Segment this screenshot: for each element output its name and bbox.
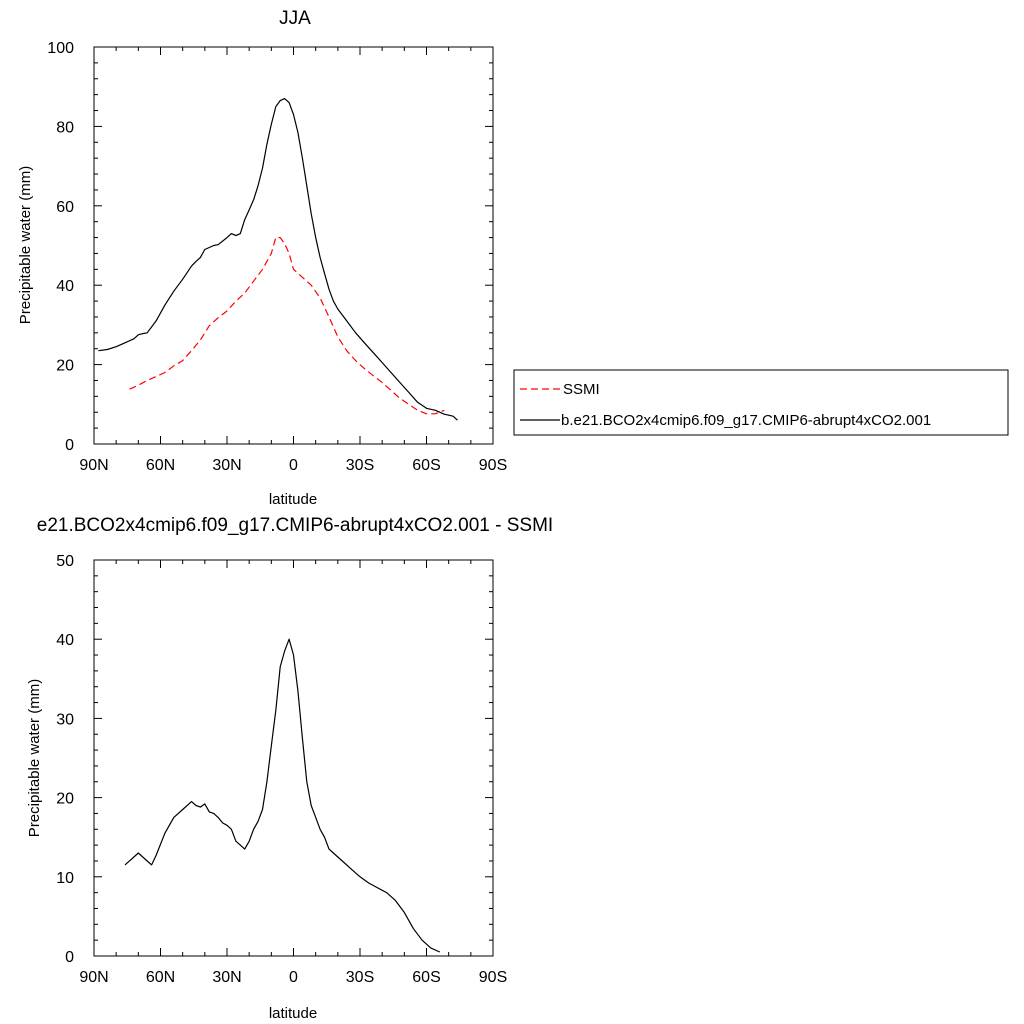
bottom-x-tick-label: 30S xyxy=(346,969,374,986)
top-y-axis-label: Precipitable water (mm) xyxy=(17,166,34,324)
top-x-tick-label: 90N xyxy=(79,457,108,474)
bottom-axes: 90N 60N 30N 0 30S 60S 90S 0 10 20 30 40 50 xyxy=(56,553,507,986)
bottom-y-tick-label: 0 xyxy=(65,949,74,966)
bottom-chart: e21.BCO2x4cmip6.f09_g17.CMIP6-abrupt4xCO… xyxy=(26,515,553,1022)
top-chart-title: JJA xyxy=(279,8,311,29)
bottom-y-tick-label: 20 xyxy=(56,791,74,808)
top-y-tick-label: 40 xyxy=(56,278,74,295)
top-x-tick-label: 30N xyxy=(212,457,241,474)
bottom-plot-frame xyxy=(93,559,494,957)
top-x-tick-label: 60S xyxy=(412,457,440,474)
top-plot-frame xyxy=(93,46,494,445)
bottom-x-tick-label: 90S xyxy=(479,969,507,986)
legend-label-model: b.e21.BCO2x4cmip6.f09_g17.CMIP6-abrupt4x… xyxy=(561,412,931,429)
top-x-tick-label: 30S xyxy=(346,457,374,474)
bottom-y-tick-label: 40 xyxy=(56,632,74,649)
top-series-model-line xyxy=(98,97,458,421)
top-y-tick-label: 100 xyxy=(47,40,74,57)
legend: SSMI b.e21.BCO2x4cmip6.f09_g17.CMIP6-abr… xyxy=(513,369,1009,436)
bottom-x-tick-label: 60S xyxy=(412,969,440,986)
top-chart: JJA 90N 60N 30N 0 30S 60S 90S 0 20 40 60 80 100 lati… xyxy=(17,8,507,508)
bottom-x-axis-label: latitude xyxy=(269,1005,317,1022)
bottom-x-tick-label: 60N xyxy=(146,969,175,986)
top-x-tick-label: 0 xyxy=(289,457,298,474)
top-plot-area xyxy=(98,97,458,421)
bottom-series-model-line xyxy=(124,638,441,953)
top-series-ssmi-line xyxy=(129,237,445,415)
top-y-tick-label: 80 xyxy=(56,119,74,136)
top-axes: 90N 60N 30N 0 30S 60S 90S 0 20 40 60 80 100 xyxy=(47,40,507,474)
top-x-axis-label: latitude xyxy=(269,491,317,508)
bottom-x-tick-label: 90N xyxy=(79,969,108,986)
top-y-tick-label: 20 xyxy=(56,358,74,375)
legend-label-ssmi: SSMI xyxy=(563,381,600,398)
legend-box xyxy=(513,369,1009,436)
bottom-x-tick-label: 0 xyxy=(289,969,298,986)
bottom-x-tick-label: 30N xyxy=(212,969,241,986)
bottom-plot-area xyxy=(124,638,441,953)
top-x-tick-label: 60N xyxy=(146,457,175,474)
bottom-y-tick-label: 30 xyxy=(56,711,74,728)
bottom-y-tick-label: 50 xyxy=(56,553,74,570)
bottom-y-tick-label: 10 xyxy=(56,870,74,887)
bottom-chart-title: e21.BCO2x4cmip6.f09_g17.CMIP6-abrupt4xCO… xyxy=(37,515,553,536)
bottom-y-axis-label: Precipitable water (mm) xyxy=(26,679,43,837)
top-y-tick-label: 0 xyxy=(65,437,74,454)
top-y-tick-label: 60 xyxy=(56,199,74,216)
top-x-tick-label: 90S xyxy=(479,457,507,474)
